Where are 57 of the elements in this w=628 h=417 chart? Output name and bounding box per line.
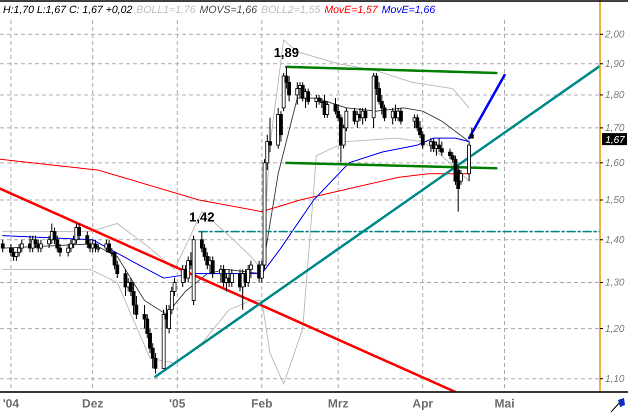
candlestick [325, 100, 330, 118]
candlestick [364, 107, 368, 122]
text: MovE=1,66 [382, 4, 436, 16]
text: MovE=1,57 [324, 4, 379, 16]
x-tick-label: '04 [2, 396, 20, 411]
candlestick [20, 239, 24, 253]
text: BOLL1=1,76 [136, 4, 196, 16]
candlestick [448, 148, 452, 160]
candlestick [124, 268, 128, 296]
y-tick-label: 1,40 [605, 234, 625, 246]
candlestick [66, 243, 70, 257]
x-tick-label: Dez [82, 396, 104, 411]
annotation: 1,89 [274, 44, 300, 60]
x-tick-label: Apr [412, 396, 434, 411]
candlestick [94, 239, 98, 253]
candlestick [0, 239, 5, 253]
candlestick [77, 223, 81, 240]
candlestick [107, 239, 111, 253]
candlestick [17, 243, 21, 257]
candlestick [69, 239, 73, 253]
y-tick-label: 2,00 [604, 29, 625, 40]
y-tick-label: 1,80 [605, 90, 625, 102]
annotation: 1,67 [605, 135, 626, 146]
text: H:1,70 L:1,67 C: 1,67 +0,02 [3, 4, 132, 16]
text: BOLL2=1,55 [261, 4, 320, 16]
y-tick-label: 1,10 [605, 374, 625, 385]
candlestick [459, 170, 463, 186]
x-tick-label: Mai [494, 396, 515, 411]
x-tick-label: Feb [251, 396, 272, 411]
candlestick [437, 138, 441, 153]
candlestick [9, 243, 13, 257]
candlestick [399, 107, 403, 126]
annotation: 1,42 [189, 210, 214, 225]
candlestick [39, 239, 43, 253]
candlestick [246, 264, 250, 288]
x-tick-label: '05 [169, 396, 186, 411]
y-tick-label: 1,20 [605, 324, 625, 335]
y-tick-label: 1,50 [605, 195, 625, 206]
candlestick [317, 94, 321, 106]
y-tick-label: 1,90 [605, 58, 625, 70]
y-tick-label: 1,30 [605, 278, 625, 289]
candlestick [222, 264, 226, 288]
candlestick [295, 82, 300, 106]
text: MOVS=1,66 [200, 4, 258, 16]
y-tick-label: 1,60 [605, 158, 625, 170]
candlestick [306, 88, 310, 106]
candlestick [210, 256, 215, 279]
y-tick-label: 1,70 [605, 123, 625, 134]
candlestick [34, 235, 38, 249]
candlestick [85, 231, 90, 249]
candlestick [279, 110, 283, 142]
candlestick [132, 282, 136, 315]
x-tick-label: Mrz [328, 396, 349, 411]
candlestick [470, 127, 474, 139]
candlestick [230, 268, 234, 288]
candlestick [432, 138, 436, 153]
candlestick [440, 141, 444, 156]
